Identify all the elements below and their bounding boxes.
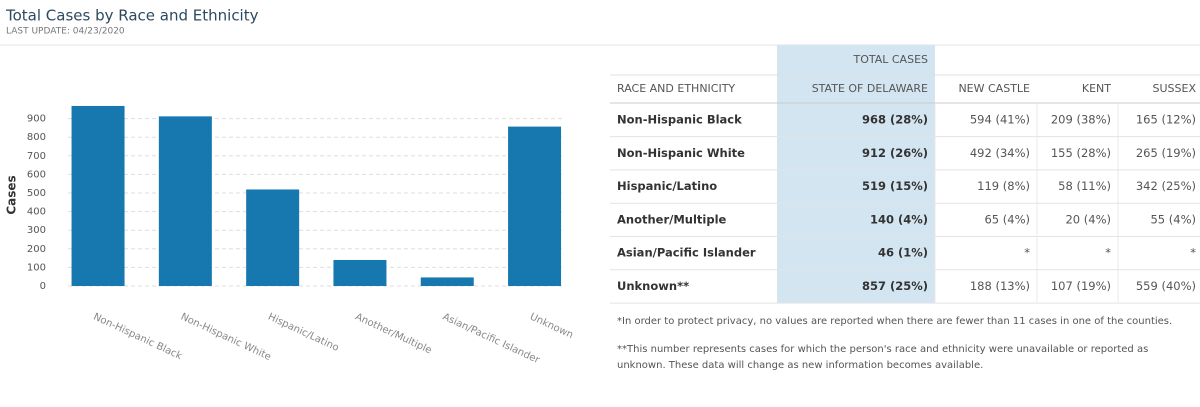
bar [333,259,387,286]
x-tick-label: Hispanic/Latino [266,311,340,353]
table-cell: Hispanic/Latino [617,179,717,193]
table-cell: Non-Hispanic Black [617,113,742,127]
y-tick-label: 500 [27,188,46,199]
table-cell: 912 (26%) [862,146,928,160]
x-tick-label: Another/Multiple [353,311,433,356]
table-cell: 119 (8%) [977,179,1030,193]
table-cell: Asian/Pacific Islander [617,246,756,260]
y-tick-label: 900 [27,114,46,125]
column-header: NEW CASTLE [958,82,1030,95]
x-tick-label: Non-Hispanic White [179,311,273,363]
y-tick-label: 0 [40,281,46,292]
table-cell: 209 (38%) [1051,113,1111,127]
table-cell: 46 (1%) [878,246,928,260]
table-cell: 58 (11%) [1058,179,1111,193]
title: Total Cases by Race and Ethnicity [5,7,259,25]
table-cell: 559 (40%) [1136,279,1196,293]
table-cell: * [1024,246,1030,260]
table-cell: Unknown** [617,279,689,293]
table-cell: 20 (4%) [1065,212,1111,226]
table-cell: 107 (19%) [1051,279,1111,293]
column-header: SUSSEX [1153,82,1197,95]
table-cell: Another/Multiple [617,212,727,226]
y-tick-label: 700 [27,151,46,162]
y-tick-label: 600 [27,169,46,180]
highlight-column [777,45,935,303]
table-cell: * [1105,246,1111,260]
bar [508,126,562,287]
footnote: *In order to protect privacy, no values … [617,316,1173,327]
table-cell: 65 (4%) [984,212,1030,226]
y-axis-label: Cases [5,175,19,214]
bar [71,105,125,287]
group-header: TOTAL CASES [852,53,928,66]
table-cell: 594 (41%) [970,113,1030,127]
bar [420,277,474,286]
table-cell: 55 (4%) [1150,212,1196,226]
x-tick-label: Asian/Pacific Islander [441,311,542,366]
x-tick-label: Unknown [528,311,575,341]
bar [246,189,300,286]
table-cell: * [1190,246,1196,260]
column-header: RACE AND ETHNICITY [617,82,735,95]
subtitle: LAST UPDATE: 04/23/2020 [6,27,125,37]
column-header: STATE OF DELAWARE [812,82,928,95]
table-cell: 519 (15%) [862,179,928,193]
y-tick-label: 300 [27,225,46,236]
y-tick-label: 800 [27,132,46,143]
table-cell: 265 (19%) [1136,146,1196,160]
table-cell: 188 (13%) [970,279,1030,293]
y-tick-label: 100 [27,262,46,273]
table-cell: 342 (25%) [1136,179,1196,193]
table-cell: 165 (12%) [1136,113,1196,127]
table-cell: 140 (4%) [870,212,928,226]
x-tick-label: Non-Hispanic Black [92,311,184,362]
bar [158,116,212,286]
table-cell: 968 (28%) [862,113,928,127]
table-cell: 492 (34%) [970,146,1030,160]
footnote: **This number represents cases for which… [617,344,1149,371]
column-header: KENT [1082,82,1111,95]
y-tick-label: 400 [27,207,46,218]
y-tick-label: 200 [27,244,46,255]
table-cell: Non-Hispanic White [617,146,745,160]
table-cell: 155 (28%) [1051,146,1111,160]
table-cell: 857 (25%) [862,279,928,293]
